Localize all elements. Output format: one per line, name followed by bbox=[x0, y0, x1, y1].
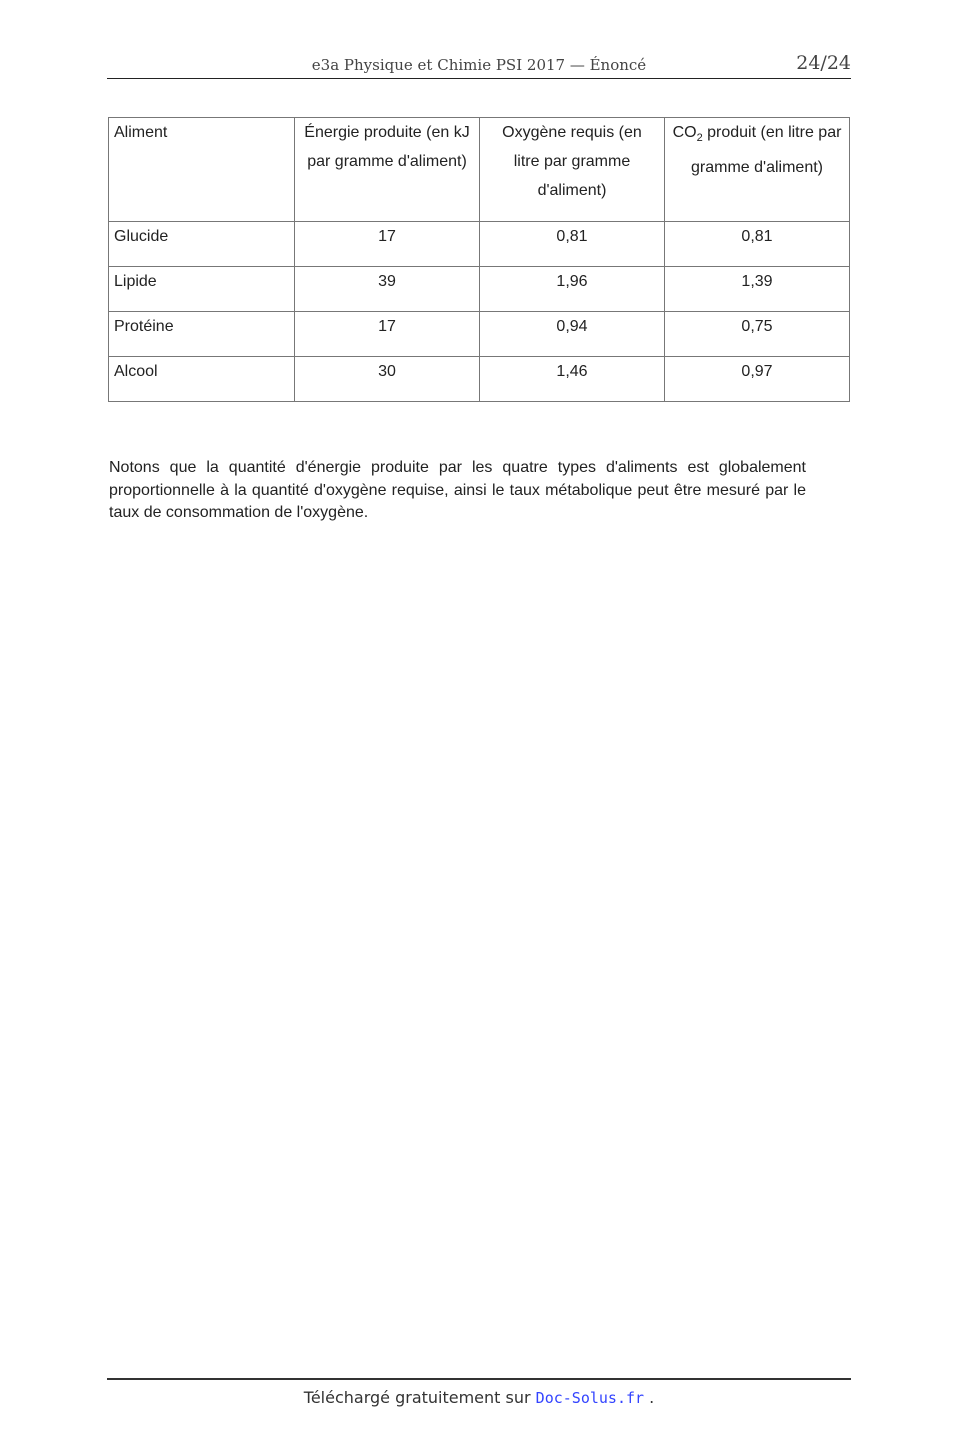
table-row: Glucide 17 0,81 0,81 bbox=[108, 221, 850, 267]
cell-aliment: Glucide bbox=[108, 221, 295, 267]
cell-co2: 0,75 bbox=[664, 311, 850, 357]
cell-aliment: Lipide bbox=[108, 266, 295, 312]
table-row: Alcool 30 1,46 0,97 bbox=[108, 356, 850, 402]
cell-co2: 0,97 bbox=[664, 356, 850, 402]
header-energie: Énergie produite (en kJ par gramme d'ali… bbox=[304, 124, 470, 170]
header-oxygene: Oxygène requis (en litre par gramme d'al… bbox=[502, 124, 642, 199]
co2-text: CO bbox=[672, 124, 697, 141]
footer-period: . bbox=[649, 1388, 655, 1407]
header-co2: CO2 produit (en litre par gramme d'alime… bbox=[665, 118, 849, 182]
cell-oxygene: 1,96 bbox=[479, 266, 665, 312]
cell-co2: 1,39 bbox=[664, 266, 850, 312]
table-row: Lipide 39 1,96 1,39 bbox=[108, 266, 850, 312]
header-cell: Aliment bbox=[108, 117, 295, 222]
header-cell: Énergie produite (en kJ par gramme d'ali… bbox=[294, 117, 480, 222]
page-header: e3a Physique et Chimie PSI 2017 — Énoncé… bbox=[107, 52, 851, 79]
footer-text: Téléchargé gratuitement sur bbox=[303, 1388, 531, 1407]
page-footer: Téléchargé gratuitement sur Doc-Solus.fr… bbox=[107, 1378, 851, 1407]
body-paragraph: Notons que la quantité d'énergie produit… bbox=[109, 459, 806, 521]
cell-co2: 0,81 bbox=[664, 221, 850, 267]
co2-rest: produit (en litre par gramme d'aliment) bbox=[691, 124, 842, 177]
header-cell: CO2 produit (en litre par gramme d'alime… bbox=[664, 117, 850, 222]
header-cell: Oxygène requis (en litre par gramme d'al… bbox=[479, 117, 665, 222]
co2-subscript: 2 bbox=[696, 132, 703, 145]
cell-energie: 17 bbox=[294, 221, 480, 267]
cell-energie: 39 bbox=[294, 266, 480, 312]
page-number: 24/24 bbox=[796, 52, 851, 74]
cell-aliment: Protéine bbox=[108, 311, 295, 357]
header-title: e3a Physique et Chimie PSI 2017 — Énoncé bbox=[311, 56, 647, 74]
cell-aliment: Alcool bbox=[108, 356, 295, 402]
cell-energie: 30 bbox=[294, 356, 480, 402]
cell-oxygene: 0,81 bbox=[479, 221, 665, 267]
header-aliment: Aliment bbox=[114, 124, 168, 141]
doc-solus-link[interactable]: Doc-Solus.fr bbox=[535, 1389, 645, 1407]
table-row: Protéine 17 0,94 0,75 bbox=[108, 311, 850, 357]
table-header-row: Aliment Énergie produite (en kJ par gram… bbox=[108, 117, 850, 222]
cell-energie: 17 bbox=[294, 311, 480, 357]
cell-oxygene: 0,94 bbox=[479, 311, 665, 357]
cell-oxygene: 1,46 bbox=[479, 356, 665, 402]
food-energy-table: Aliment Énergie produite (en kJ par gram… bbox=[108, 117, 850, 402]
